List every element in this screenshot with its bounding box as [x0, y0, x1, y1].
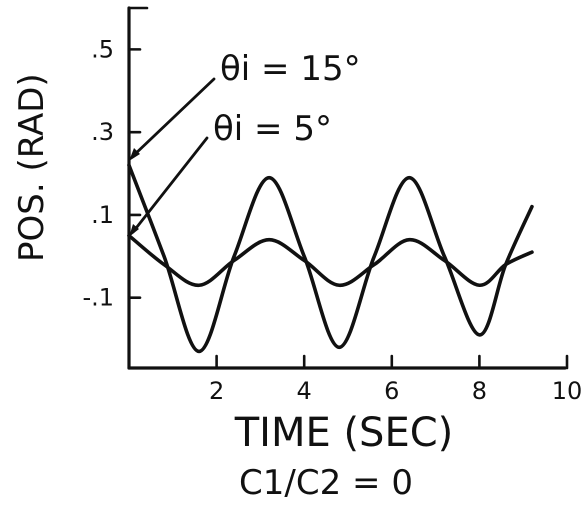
y-tick-label-0: .5: [91, 35, 114, 63]
y-tick-label-3: -.1: [82, 284, 114, 312]
x-tick-label-4: 10: [552, 377, 583, 405]
x-tick-label-1: 4: [297, 377, 312, 405]
x-axis-label: TIME (SEC): [234, 410, 454, 456]
y-tick-label-2: .1: [91, 201, 114, 229]
x-tick-label-2: 6: [384, 377, 399, 405]
series-layer: [127, 163, 534, 354]
y-axis: [127, 6, 149, 370]
x-tick-labels: 2 4 6 8 10: [209, 377, 582, 405]
x-tick-label-0: 2: [209, 377, 224, 405]
y-tick-labels: .5 .3 .1 -.1: [82, 35, 114, 311]
series-annotations: θi = 15° θi = 5°: [129, 49, 361, 237]
axis-ticks: [127, 48, 569, 370]
x-tick-label-3: 8: [472, 377, 487, 405]
annotation-leader-15: [131, 77, 216, 158]
series-line-theta-15: [127, 163, 534, 354]
annotation-label-5: θi = 5°: [213, 109, 332, 149]
series-line-theta-5: [127, 233, 534, 288]
annotation-arrow-15: [129, 148, 140, 161]
annotation-leader-5: [131, 136, 209, 234]
annotation-label-15: θi = 15°: [220, 49, 361, 89]
y-axis-label: POS. (RAD): [12, 73, 52, 262]
y-tick-label-1: .3: [91, 118, 114, 146]
annotation-arrow-5: [129, 224, 139, 237]
chart-caption: C1/C2 = 0: [239, 463, 413, 503]
